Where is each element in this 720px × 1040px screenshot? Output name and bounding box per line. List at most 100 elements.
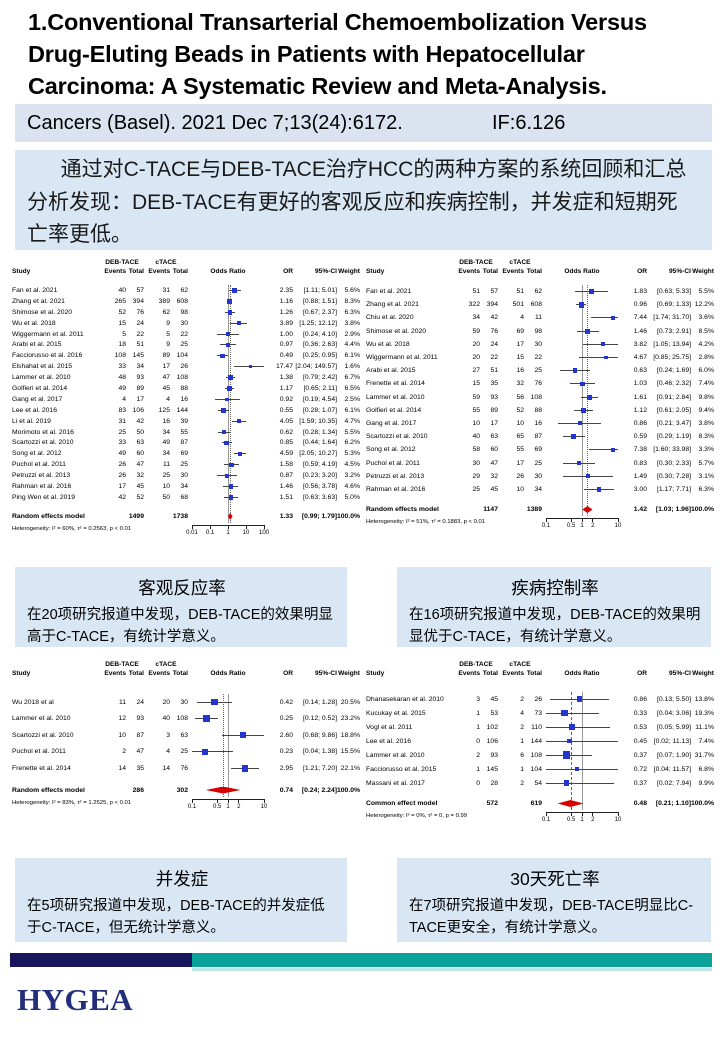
group2-events: 6 xyxy=(520,751,524,759)
group2-events: 50 xyxy=(162,493,170,501)
ci-value: [0.59; 4.19] xyxy=(302,461,337,469)
group1-events: 4 xyxy=(122,395,126,403)
group1-events: 14 xyxy=(118,764,126,772)
effect-square xyxy=(228,484,234,489)
forest-row: Lammer et al. 2010 59 93 56 108 1.61 [0.91; 2.… xyxy=(366,391,716,404)
weight-value: 4.7% xyxy=(344,417,361,425)
axis-tick xyxy=(592,812,594,816)
total-col-label: Total xyxy=(482,268,498,275)
weight-value: 3.1% xyxy=(698,472,715,480)
group2-total: 69 xyxy=(534,446,542,454)
group1-label: DEB-TACE xyxy=(459,259,493,266)
group1-events: 3 xyxy=(476,695,480,703)
study-name: Petruzzi et al. 2013 xyxy=(12,472,71,480)
null-effect-line xyxy=(582,692,583,810)
effect-square xyxy=(241,764,249,772)
pooled-or: 1.42 xyxy=(633,506,647,513)
forest-cell xyxy=(546,377,618,390)
group2-events: 65 xyxy=(516,433,524,441)
effect-square xyxy=(586,394,593,400)
or-value: 0.63 xyxy=(633,367,647,375)
ci-value: [2.05; 10.27] xyxy=(299,450,337,458)
weight-value: 9.9% xyxy=(698,779,715,787)
group2-total: 30 xyxy=(180,319,188,327)
group2-events: 17 xyxy=(162,363,170,371)
group1-events: 33 xyxy=(118,363,126,371)
pooled-total1: 572 xyxy=(486,800,498,807)
pooled-row: Random effects model 286 302 0.74 [0.24; 2.2… xyxy=(12,784,362,797)
ci-value: [0.07; 1.90] xyxy=(656,751,691,759)
group1-events: 0 xyxy=(476,779,480,787)
or-value: 0.37 xyxy=(633,779,647,787)
study-name: Puchol et al. 2011 xyxy=(366,459,420,467)
group1-events: 11 xyxy=(118,698,126,706)
pooled-total2: 619 xyxy=(530,800,542,807)
weight-value: 8.5% xyxy=(698,327,715,335)
effect-square xyxy=(604,355,608,360)
group2-total: 63 xyxy=(180,731,188,739)
study-name: Petruzzi et al. 2013 xyxy=(366,472,425,480)
group1-total: 22 xyxy=(490,354,498,362)
group1-events: 58 xyxy=(472,446,480,454)
group2-events: 3 xyxy=(166,731,170,739)
group2-total: 25 xyxy=(534,459,542,467)
group1-total: 52 xyxy=(136,493,144,501)
forest-row: Wu 2018 et al 11 24 20 30 0.42 [0.14; 1.28] 20.… xyxy=(12,694,362,711)
study-name: Puchol et al. 2011 xyxy=(12,748,66,756)
forest-row: Gang et al. 2017 4 17 4 16 0.92 [0.19; 4.54] 2.… xyxy=(12,394,362,405)
weight-value: 13.8% xyxy=(694,695,714,703)
effect-square xyxy=(227,309,233,315)
forest-plot-30day-mortality: DEB-TACE cTACE Study Events Total Events Total… xyxy=(366,660,716,854)
study-name: Lammer et al. 2010 xyxy=(366,751,425,759)
group2-total: 88 xyxy=(180,384,188,392)
events-col-label: Events xyxy=(458,670,480,677)
log-axis: 0.1 0.5 1 2 10 xyxy=(188,798,267,817)
or-value: 7.44 xyxy=(633,314,647,322)
forest-cell xyxy=(192,448,264,459)
weight-value: 11.1% xyxy=(695,723,714,731)
group2-total: 88 xyxy=(534,406,542,414)
group1-total: 35 xyxy=(136,764,144,772)
weight-col-label: Weight xyxy=(338,268,360,275)
group-header: DEB-TACE cTACE xyxy=(12,660,362,669)
study-col-label: Study xyxy=(12,670,31,677)
group1-total: 93 xyxy=(490,751,498,759)
group1-total: 35 xyxy=(490,380,498,388)
pooled-diamond xyxy=(227,512,233,520)
group2-events: 2 xyxy=(520,779,524,787)
effect-square xyxy=(586,474,591,479)
group1-total: 106 xyxy=(486,737,498,745)
caption-body: 在16项研究报道中发现，DEB-TACE的效果明显优于C-TACE，有统计学意义… xyxy=(409,607,701,645)
or-value: 0.97 xyxy=(279,341,293,349)
events-col-label: Events xyxy=(502,670,524,677)
group1-events: 59 xyxy=(472,393,480,401)
or-value: 4.59 xyxy=(279,450,293,458)
group1-total: 42 xyxy=(136,417,144,425)
group2-total: 144 xyxy=(530,737,542,745)
group1-total: 32 xyxy=(490,472,498,480)
forest-cell xyxy=(546,720,618,734)
or-value: 7.38 xyxy=(633,446,647,454)
journal-citation: Cancers (Basel). 2021 Dec 7;13(24):6172. xyxy=(27,111,403,134)
ci-value: [0.44; 1.64] xyxy=(302,439,337,447)
study-name: Zhang et al. 2021 xyxy=(12,297,65,305)
ci-value: [0.21; 3.47] xyxy=(656,419,691,427)
or-value: 2.60 xyxy=(279,731,293,739)
group2-total: 108 xyxy=(176,374,188,382)
forest-cell xyxy=(192,329,264,340)
axis-tick xyxy=(216,798,218,803)
group1-total: 28 xyxy=(490,779,498,787)
or-value: 2.95 xyxy=(279,764,293,772)
or-value: 1.00 xyxy=(279,330,293,338)
ci-line xyxy=(546,768,618,770)
weight-col-label: Weight xyxy=(692,268,714,275)
group2-total: 25 xyxy=(180,461,188,469)
forest-row: Vogl et al. 2011 1 102 2 110 0.53 [0.05; 5.99]… xyxy=(366,720,716,734)
pooled-diamond xyxy=(582,506,593,513)
group1-events: 48 xyxy=(118,374,126,382)
group1-total: 89 xyxy=(490,406,498,414)
rows-area: Dhanasekaran et al. 2010 3 45 2 26 0.86 [0.13;… xyxy=(366,692,716,810)
study-name: Scartozzi et al. 2010 xyxy=(366,433,428,441)
group2-events: 15 xyxy=(516,354,524,362)
